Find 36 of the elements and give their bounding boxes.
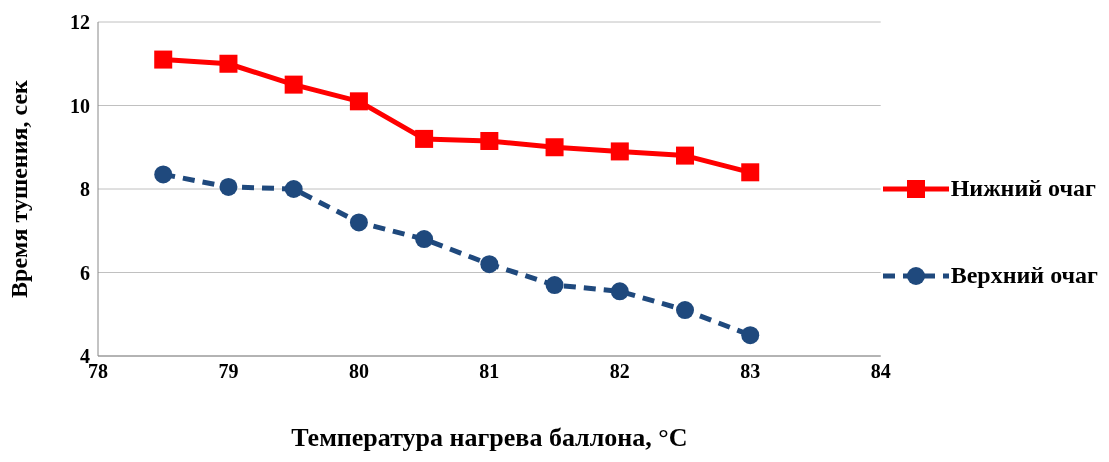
x-tick-label: 80: [348, 360, 369, 383]
point: [610, 282, 629, 301]
legend-label: Нижний очаг: [950, 175, 1096, 202]
point: [284, 75, 303, 94]
point: [349, 92, 368, 111]
x-tick-label: 84: [870, 360, 891, 383]
y-tick-label: 6: [80, 261, 90, 284]
y-tick-label: 4: [80, 345, 90, 368]
point: [154, 50, 173, 69]
point: [676, 301, 695, 320]
point: [349, 213, 368, 232]
x-tick-label: 83: [740, 360, 761, 383]
point: [219, 54, 238, 73]
x-tick-label: 79: [218, 360, 239, 383]
point: [480, 255, 499, 274]
point: [480, 131, 499, 150]
x-tick-label: 78: [88, 360, 108, 383]
x-tick-label: 82: [609, 360, 630, 383]
point: [415, 230, 434, 249]
point: [284, 180, 303, 198]
y-tick-label: 8: [80, 178, 90, 201]
y-axis-title: Время тушения, сек: [5, 79, 32, 298]
point: [741, 326, 760, 345]
y-tick-label: 10: [70, 94, 90, 117]
point: [610, 142, 629, 161]
y-tick-label: 12: [70, 11, 90, 34]
point: [676, 146, 695, 165]
point: [545, 138, 564, 157]
x-tick-label: 81: [479, 360, 500, 383]
point: [219, 177, 238, 196]
point: [741, 163, 760, 182]
legend-label: Верхний очаг: [950, 262, 1098, 289]
point: [415, 129, 434, 148]
point: [154, 165, 173, 184]
point: [545, 276, 564, 295]
x-axis-title: Температура нагрева баллона, °C: [291, 423, 688, 452]
